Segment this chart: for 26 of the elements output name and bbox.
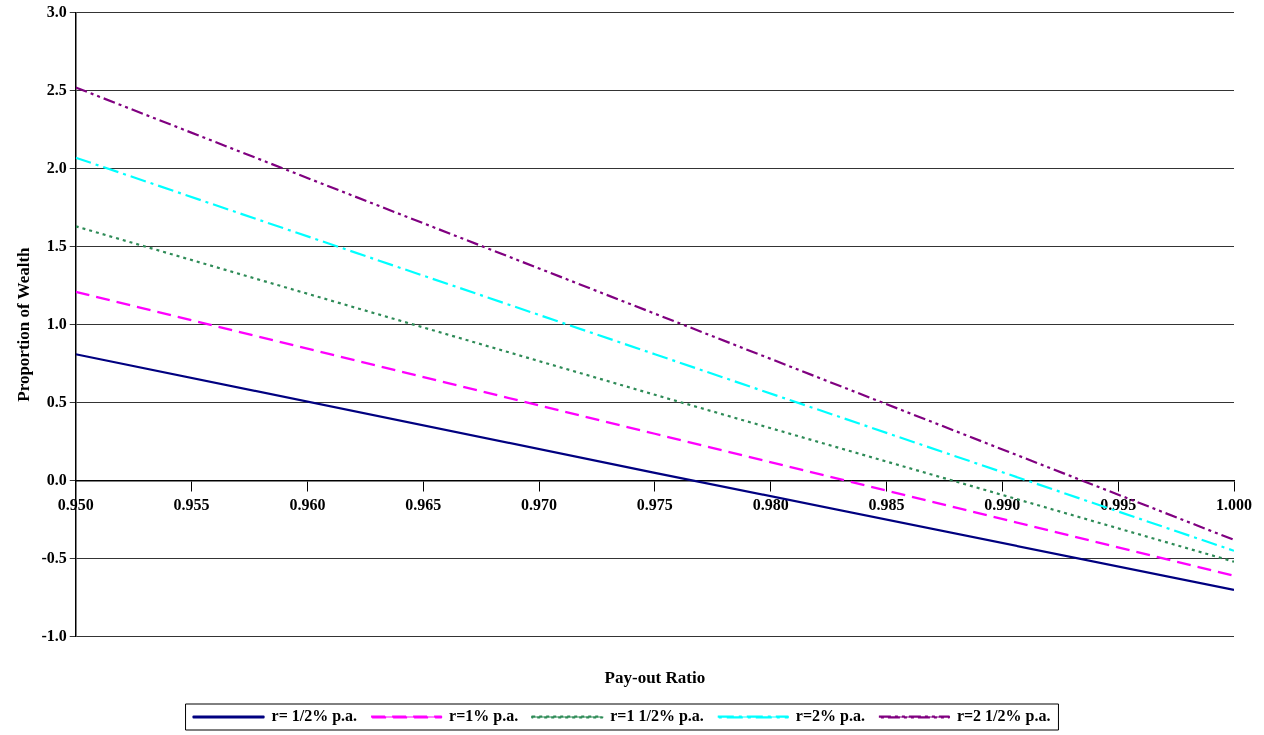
legend-label: r=2% p.a. — [795, 707, 865, 726]
y-tick-label: 1.5 — [46, 236, 67, 254]
y-tick-label: 2.0 — [46, 158, 67, 176]
legend-label: r=1% p.a. — [449, 707, 519, 726]
x-tick-label: 0.980 — [752, 496, 789, 514]
legend-label: r= 1/2% p.a. — [271, 707, 358, 726]
x-tick-label: 0.995 — [1100, 496, 1137, 514]
x-tick-label: 0.970 — [521, 496, 558, 514]
x-axis-title: Pay-out Ratio — [604, 667, 706, 687]
y-axis-title: Proportion of Wealth — [13, 246, 33, 402]
legend-label: r=2 1/2% p.a. — [956, 707, 1051, 726]
y-tick-label: 0.5 — [46, 392, 67, 410]
x-tick-label: 0.985 — [868, 496, 905, 514]
x-tick-label: 0.965 — [405, 496, 442, 514]
x-tick-label: 0.990 — [984, 496, 1021, 514]
x-tick-label: 0.955 — [173, 496, 210, 514]
x-tick-label: 1.000 — [1216, 496, 1252, 514]
y-tick-label: 1.0 — [46, 314, 67, 332]
x-tick-label: 0.975 — [636, 496, 673, 514]
legend-label: r=1 1/2% p.a. — [610, 707, 704, 726]
y-tick-label: 0.0 — [46, 470, 67, 488]
y-tick-label: 3.0 — [46, 2, 67, 20]
y-tick-label: -0.5 — [41, 548, 67, 566]
y-tick-label: 2.5 — [46, 80, 67, 98]
x-tick-label: 0.960 — [289, 496, 326, 514]
y-tick-label: -1.0 — [41, 626, 67, 644]
